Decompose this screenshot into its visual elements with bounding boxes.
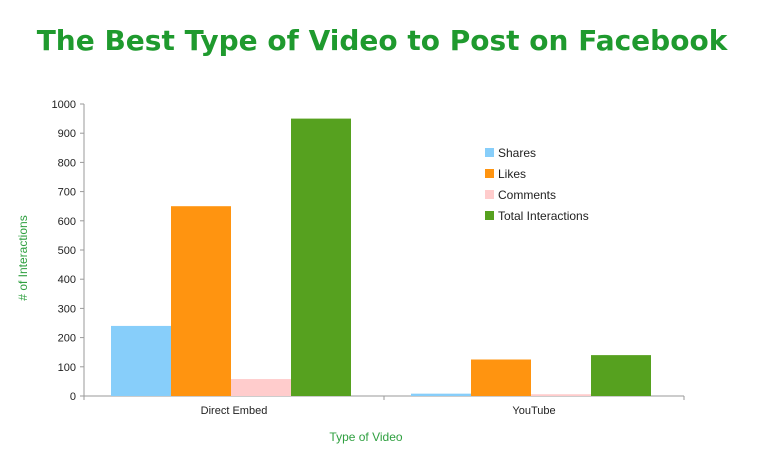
y-tick-label: 600 bbox=[58, 216, 76, 228]
legend-label: Likes bbox=[498, 167, 526, 181]
y-tick-label: 500 bbox=[58, 245, 76, 257]
y-tick-label: 0 bbox=[70, 391, 76, 403]
bar-comments-direct-embed bbox=[231, 379, 291, 396]
bars-group bbox=[111, 119, 651, 396]
legend-swatch bbox=[485, 169, 494, 178]
y-tick-label: 400 bbox=[58, 274, 76, 286]
y-tick-label: 900 bbox=[58, 128, 76, 140]
y-tick-label: 1000 bbox=[52, 99, 76, 111]
bar-likes-youtube bbox=[471, 360, 531, 397]
bar-total-interactions-youtube bbox=[591, 355, 651, 396]
bar-shares-direct-embed bbox=[111, 326, 171, 396]
legend-label: Total Interactions bbox=[498, 209, 589, 223]
bar-likes-direct-embed bbox=[171, 206, 231, 396]
y-tick-label: 300 bbox=[58, 303, 76, 315]
bar-comments-youtube bbox=[531, 394, 591, 396]
bar-shares-youtube bbox=[411, 394, 471, 396]
x-tick-label: YouTube bbox=[512, 405, 555, 417]
legend-label: Comments bbox=[498, 188, 556, 202]
x-axis: Direct Embed YouTube bbox=[84, 396, 684, 417]
y-tick-label: 800 bbox=[58, 157, 76, 169]
y-tick-label: 100 bbox=[58, 362, 76, 374]
y-tick-label: 200 bbox=[58, 333, 76, 345]
y-tick-label: 700 bbox=[58, 187, 76, 199]
x-tick-label: Direct Embed bbox=[201, 405, 268, 417]
legend-label: Shares bbox=[498, 146, 536, 160]
y-axis-title: # of Interactions bbox=[16, 215, 30, 300]
legend: Shares Likes Comments Total Interactions bbox=[485, 146, 589, 223]
bar-total-interactions-direct-embed bbox=[291, 119, 351, 396]
legend-swatch bbox=[485, 211, 494, 220]
legend-swatch bbox=[485, 190, 494, 199]
x-axis-title: Type of Video bbox=[329, 430, 402, 444]
legend-swatch bbox=[485, 148, 494, 157]
y-axis: 0 100 200 300 400 500 600 700 800 900 1000 bbox=[52, 99, 84, 403]
